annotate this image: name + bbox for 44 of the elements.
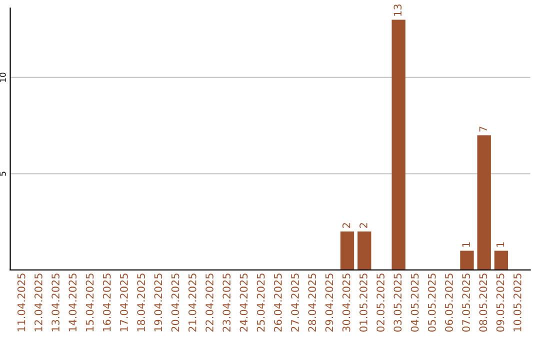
x-tick-label: 08.05.2025 (479, 274, 488, 332)
data-label: 1 (496, 242, 504, 247)
x-tick-label: 04.05.2025 (410, 274, 419, 332)
x-tick-label: 15.04.2025 (86, 274, 94, 332)
x-tick-label: 22.04.2025 (206, 274, 214, 332)
x-tick-label: 23.04.2025 (222, 274, 231, 332)
bar (494, 250, 508, 270)
data-label: 13 (394, 4, 402, 16)
x-tick-label: 16.04.2025 (102, 274, 111, 332)
x-tick-label: 19.04.2025 (154, 274, 162, 332)
x-tick-label: 24.04.2025 (240, 274, 248, 332)
x-tick-label: 27.04.2025 (291, 274, 299, 332)
bar (340, 231, 354, 270)
y-tick-label: 10 (0, 72, 6, 82)
data-label: 1 (462, 242, 470, 247)
bar (358, 231, 372, 270)
x-tick-label: 05.05.2025 (428, 274, 436, 332)
data-label: 2 (342, 223, 350, 228)
data-label: 2 (359, 223, 368, 228)
x-tick-label: 13.04.2025 (52, 274, 60, 332)
bar (460, 250, 474, 270)
x-tick-label: 17.04.2025 (120, 274, 128, 332)
x-tick-label: 28.04.2025 (308, 274, 316, 332)
x-tick-label: 01.05.2025 (359, 274, 368, 332)
x-tick-label: 14.04.2025 (68, 274, 77, 332)
x-tick-label: 25.04.2025 (256, 274, 265, 332)
x-tick-label: 18.04.2025 (137, 274, 145, 332)
x-tick-label: 29.04.2025 (325, 274, 334, 332)
bar (477, 135, 491, 270)
x-tick-label: 03.05.2025 (394, 274, 402, 332)
x-tick-label: 21.04.2025 (188, 274, 196, 332)
x-tick-label: 02.05.2025 (376, 274, 384, 332)
bar (392, 20, 406, 270)
x-tick-label: 26.04.2025 (274, 274, 282, 332)
x-tick-label: 11.04.2025 (17, 274, 26, 332)
x-tick-label: 06.05.2025 (445, 274, 453, 332)
x-tick-label: 10.05.2025 (513, 274, 522, 332)
x-tick-label: 07.05.2025 (462, 274, 470, 332)
x-tick-label: 09.05.2025 (496, 274, 504, 332)
x-tick-label: 20.04.2025 (171, 274, 180, 332)
x-tick-label: 30.04.2025 (342, 274, 350, 332)
x-tick-label: 12.04.2025 (34, 274, 42, 332)
data-label: 7 (479, 126, 487, 132)
y-tick-label: 5 (0, 172, 6, 176)
